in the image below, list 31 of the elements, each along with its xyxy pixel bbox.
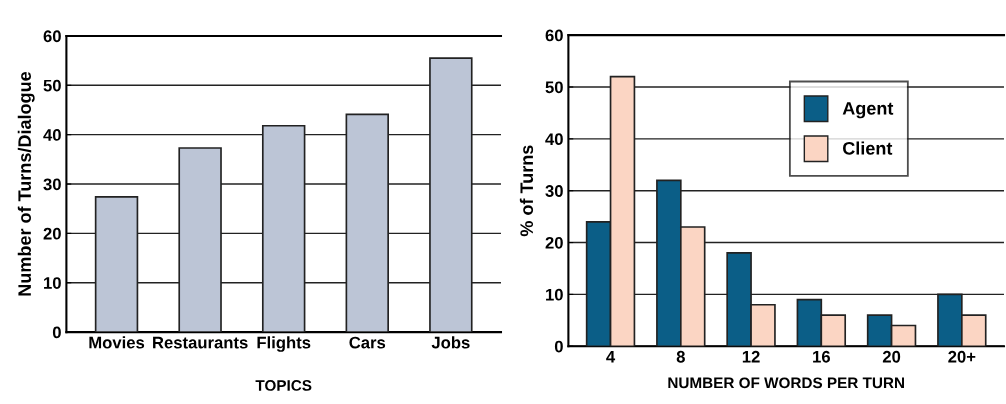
legend-label: Agent [842,102,894,119]
y-tick-label: 10 [44,277,61,289]
y-tick-label: 30 [545,185,563,197]
x-tick-label: Restaurants [153,336,248,349]
x-axis-title: TOPICS [255,380,312,391]
y-tick-label: 0 [52,326,61,339]
y-tick-label: 0 [554,340,563,353]
x-axis-title: NUMBER OF WORDS PER TURN [668,377,904,389]
y-tick-label: 40 [43,129,61,141]
y-axis-title: Number of Turns/Dialogue [17,71,35,296]
legend-label: Client [842,141,893,155]
y-tick-label: 40 [545,133,563,146]
x-tick-label: 20+ [948,350,976,363]
y-axis-title: % of Turns [519,145,534,237]
y-tick-label: 50 [545,81,563,94]
x-tick-label: 20 [882,350,901,363]
y-tick-label: 30 [43,178,61,191]
y-tick-label: 60 [43,30,61,43]
x-tick-label: Jobs [431,336,470,349]
y-tick-label: 20 [545,236,563,249]
x-tick-label: Movies [89,336,145,349]
x-tick-label: 4 [606,351,616,363]
y-tick-label: 20 [43,227,61,240]
y-tick-label: 60 [545,29,563,42]
x-tick-label: Cars [349,336,386,349]
y-tick-label: 50 [43,79,61,92]
x-tick-label: 12 [742,350,760,363]
x-tick-label: 8 [676,350,685,363]
x-tick-label: Flights [257,336,311,352]
y-tick-label: 10 [546,288,563,301]
x-tick-label: 16 [813,350,830,363]
